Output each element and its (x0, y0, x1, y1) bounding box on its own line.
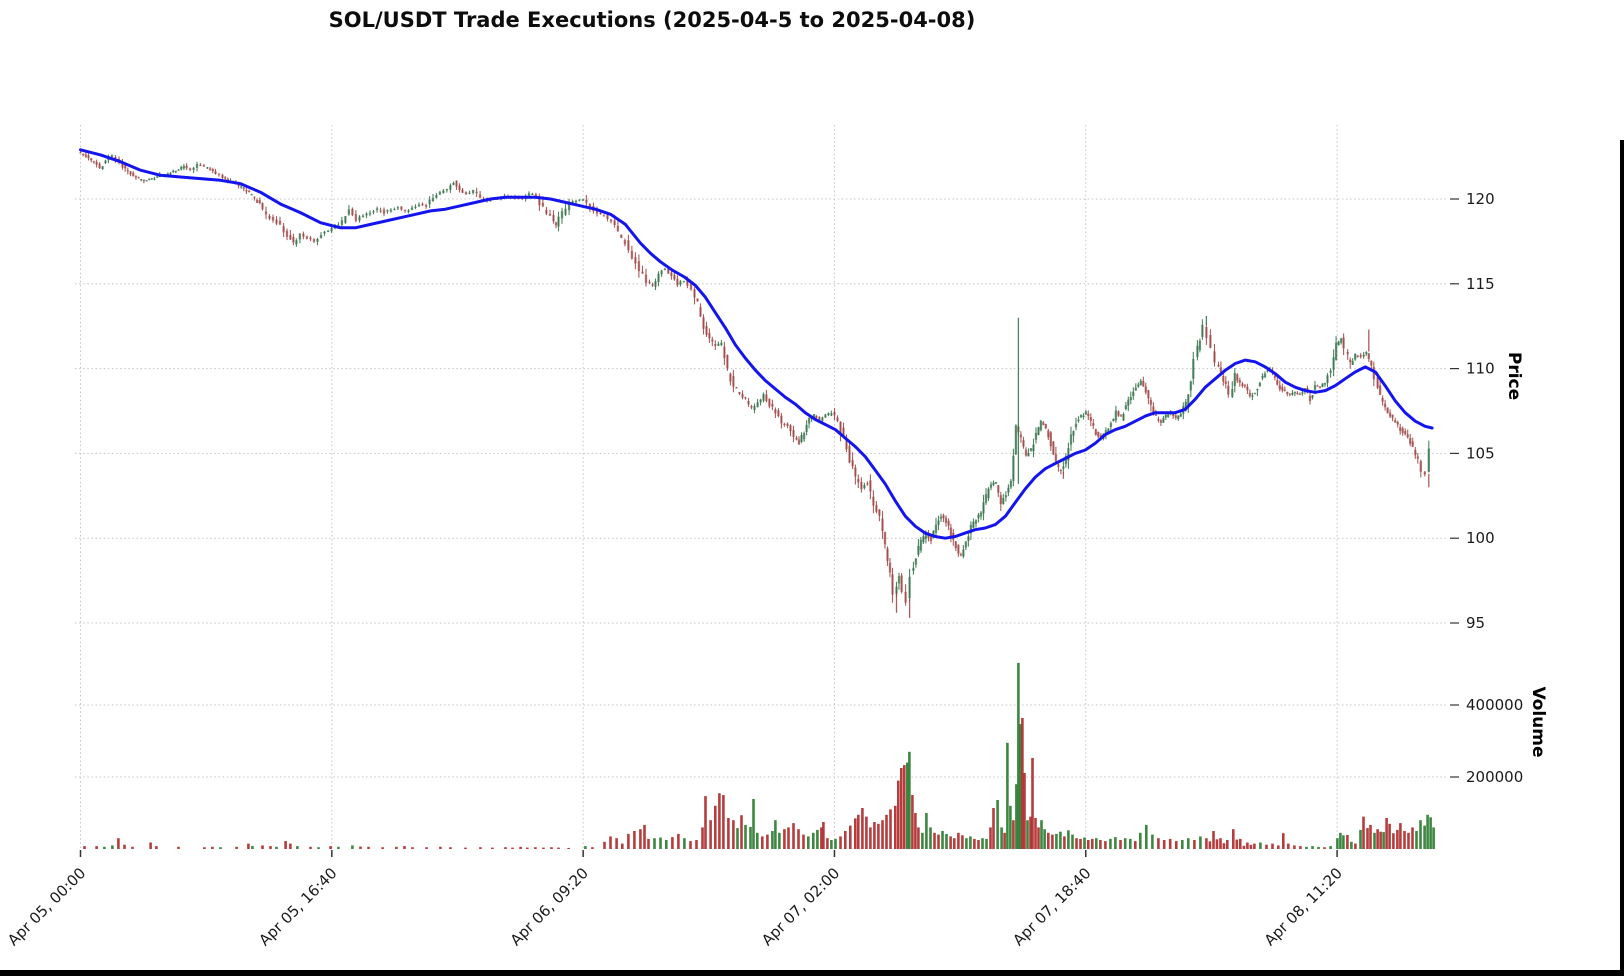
chart-title: SOL/USDT Trade Executions (2025-04-5 to … (328, 8, 976, 32)
gridlines (75, 125, 1448, 849)
volume-tick-label: 200000 (1466, 768, 1523, 786)
price-tick-label: 100 (1466, 529, 1495, 547)
x-tick-label: Apr 07, 02:00 (758, 864, 843, 949)
x-tick-label: Apr 05, 00:00 (4, 864, 89, 949)
wick-spikes (895, 316, 1430, 618)
volume-axis-title: Volume (1528, 686, 1548, 758)
candlesticks (79, 149, 1430, 606)
volume-tick-label: 400000 (1466, 696, 1523, 714)
price-tick-label: 120 (1466, 190, 1495, 208)
price-tick-label: 115 (1466, 275, 1495, 293)
volume-bars (83, 662, 1435, 849)
price-axis-title: Price (1504, 351, 1524, 401)
x-tick-label: Apr 07, 18:40 (1009, 864, 1094, 949)
x-tick-label: Apr 06, 09:20 (507, 864, 592, 949)
price-tick-label: 110 (1466, 360, 1495, 378)
window-edge-bottom (0, 970, 1624, 976)
axis-ticks: 95 100 105 110 115 120 200000 400000 Apr 05, 00:… (4, 190, 1523, 949)
price-tick-label: 95 (1466, 614, 1485, 632)
price-tick-label: 105 (1466, 444, 1495, 462)
ma-line (79, 148, 1434, 540)
x-tick-label: Apr 05, 16:40 (255, 864, 340, 949)
x-tick-label: Apr 08, 11:20 (1261, 864, 1346, 949)
window-edge-right (1620, 140, 1624, 976)
